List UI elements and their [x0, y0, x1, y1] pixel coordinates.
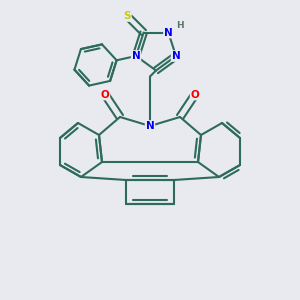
Text: S: S [123, 11, 131, 21]
Text: O: O [100, 89, 109, 100]
Text: N: N [172, 51, 180, 61]
Text: N: N [146, 121, 154, 131]
Text: O: O [190, 89, 200, 100]
Text: N: N [132, 51, 140, 61]
Text: H: H [176, 21, 184, 30]
Text: N: N [164, 28, 173, 38]
